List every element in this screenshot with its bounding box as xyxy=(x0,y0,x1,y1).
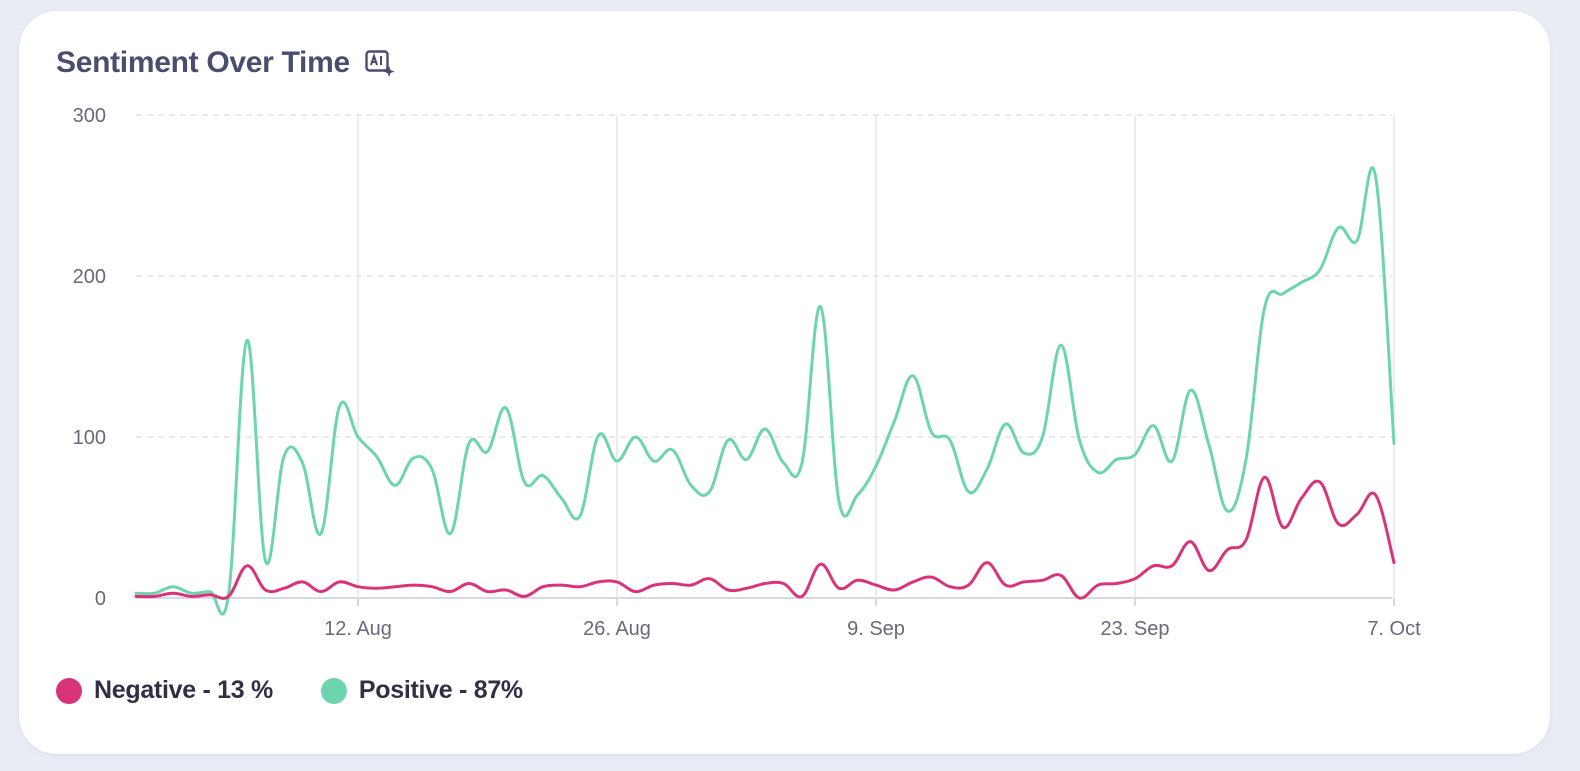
x-tick-label-1: 26. Aug xyxy=(583,618,651,640)
card-title: Sentiment Over Time xyxy=(56,46,350,79)
legend-label-positive: Positive - 87% xyxy=(358,676,523,704)
ai-sparkle-icon[interactable] xyxy=(364,47,396,79)
x-tick-label-0: 12. Aug xyxy=(324,618,392,640)
x-tick-label-2: 9. Sep xyxy=(847,618,905,640)
series-line-negative xyxy=(134,475,1396,600)
y-tick-label-0: 0 xyxy=(95,588,106,610)
x-tick-label-4: 7. Oct xyxy=(1367,618,1421,640)
series-line-positive xyxy=(134,166,1396,616)
legend-item-positive[interactable]: Positive - 87% xyxy=(320,676,523,705)
legend-dot-positive xyxy=(320,677,347,704)
legend-dot-negative xyxy=(56,677,82,704)
chart-grid xyxy=(136,114,1395,606)
y-tick-label-200: 200 xyxy=(73,266,106,288)
y-axis: 0 100 200 300 xyxy=(73,105,106,610)
chart-series xyxy=(134,166,1396,616)
legend-label-negative: Negative - 13 % xyxy=(94,676,273,704)
x-tick-label-3: 23. Sep xyxy=(1101,618,1170,640)
y-tick-label-100: 100 xyxy=(73,427,106,449)
legend-item-negative[interactable]: Negative - 13 % xyxy=(56,676,273,705)
chart-legend: Negative - 13 % Positive - 87% xyxy=(56,676,571,705)
sentiment-card xyxy=(19,11,1550,754)
card-header: Sentiment Over Time xyxy=(56,46,396,80)
y-tick-label-300: 300 xyxy=(73,105,106,127)
x-axis: 12. Aug 26. Aug 9. Sep 23. Sep 7. Oct xyxy=(324,618,1421,640)
